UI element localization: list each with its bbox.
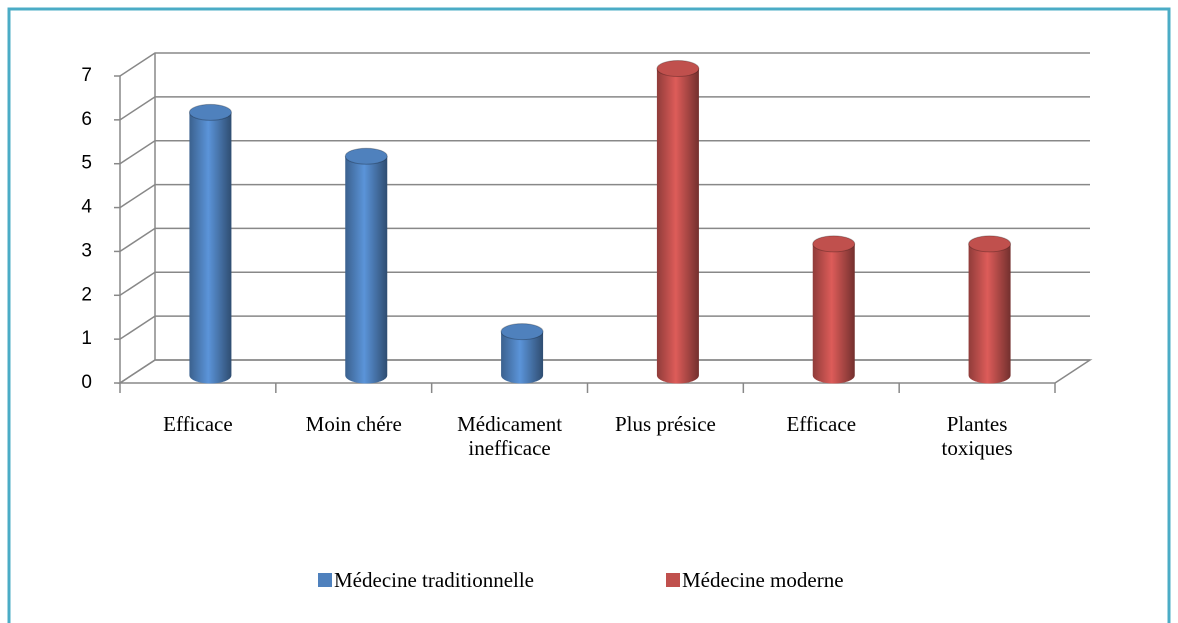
legend-swatch	[666, 573, 680, 587]
bar-body	[656, 68, 699, 384]
bar	[812, 235, 856, 384]
legend-swatch	[318, 573, 332, 587]
floor	[117, 359, 1093, 384]
grid-line	[119, 139, 1090, 165]
y-tick-label: 5	[81, 153, 92, 174]
y-tick-label: 7	[81, 65, 92, 86]
y-tick-label: 4	[81, 197, 92, 218]
bar	[344, 147, 388, 384]
bar	[656, 60, 700, 384]
bar	[188, 103, 232, 384]
bar-top	[968, 235, 1012, 253]
grid-line	[119, 52, 1090, 77]
grid-line	[119, 183, 1090, 209]
grid-line	[119, 96, 1090, 121]
bar-body	[812, 243, 855, 384]
grid-line	[119, 315, 1090, 340]
bar-top	[344, 147, 388, 165]
bar-top	[656, 60, 700, 77]
x-tick-label: Moin chére	[305, 412, 402, 436]
bar-top	[500, 323, 544, 341]
x-tick-label: Plus présice	[614, 412, 716, 436]
y-tick-label: 1	[81, 328, 92, 349]
x-tick-label: Efficace	[786, 412, 857, 436]
x-tick-label: Efficace	[163, 412, 233, 436]
grid-line	[119, 227, 1090, 253]
bar-body	[345, 156, 388, 384]
grid-line	[119, 359, 1090, 384]
bar-top	[188, 103, 232, 121]
bar-body	[501, 331, 544, 384]
bar	[968, 235, 1012, 384]
legend-label: Médecine traditionnelle	[334, 568, 534, 592]
bar	[500, 323, 544, 384]
bar-body	[189, 112, 232, 384]
y-tick-label: 0	[81, 372, 92, 393]
x-tick-label: Plantes toxiques	[941, 412, 1013, 460]
grid-line	[119, 271, 1090, 296]
x-tick-label: Médicament inefficace	[457, 412, 563, 460]
bar-body	[968, 243, 1011, 384]
legend-label: Médecine moderne	[682, 568, 844, 592]
y-tick-label: 6	[81, 109, 92, 130]
y-tick-label: 3	[81, 240, 92, 261]
frame	[7, 7, 1171, 623]
y-tick-label: 2	[81, 284, 92, 305]
bar-top	[812, 235, 856, 253]
